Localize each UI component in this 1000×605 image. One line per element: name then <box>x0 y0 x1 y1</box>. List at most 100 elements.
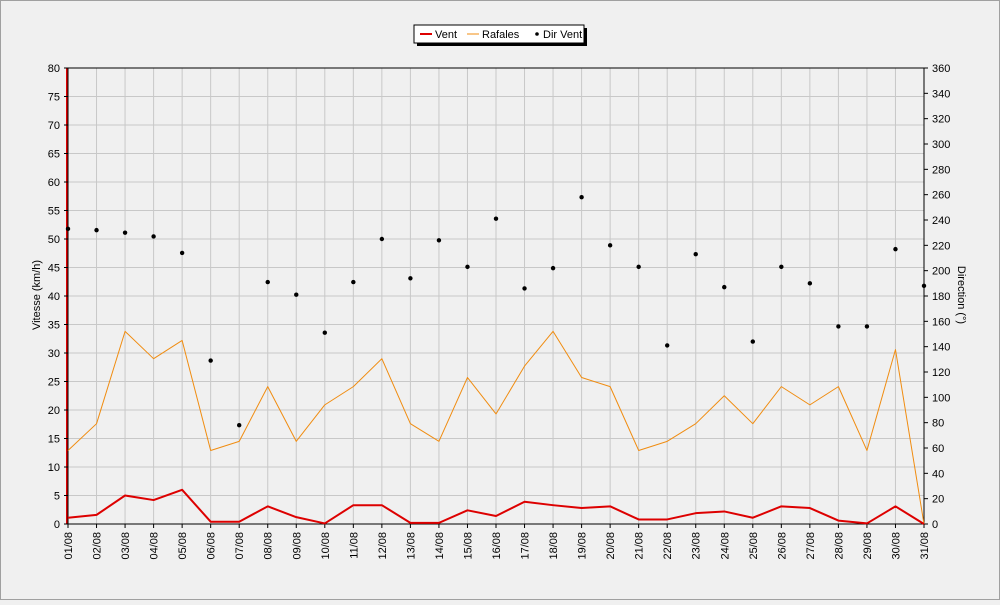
legend-label-dir-vent: Dir Vent <box>543 29 582 41</box>
point-dir-vent <box>265 279 270 285</box>
x-tick-label: 21/08 <box>634 532 646 560</box>
y2-axis-label: Direction (°) <box>955 266 967 324</box>
x-tick-label: 11/08 <box>348 532 360 559</box>
point-dir-vent <box>322 330 327 335</box>
x-tick-label: 08/08 <box>263 532 275 560</box>
x-tick-label: 27/08 <box>805 532 817 560</box>
right-tick-label: 120 <box>932 367 950 379</box>
x-tick-label: 15/08 <box>462 532 474 560</box>
point-dir-vent <box>607 243 613 248</box>
left-tick-label: 5 <box>54 491 60 503</box>
x-tick-label: 06/08 <box>206 532 218 560</box>
point-dir-vent <box>522 286 527 291</box>
x-tick-label: 02/08 <box>92 532 104 560</box>
left-tick-label: 0 <box>54 519 60 531</box>
left-tick-label: 35 <box>48 320 60 332</box>
point-dir-vent <box>151 234 156 239</box>
right-tick-label: 220 <box>932 240 950 252</box>
legend: Vent Rafales Dir Vent <box>413 24 587 46</box>
point-dir-vent <box>921 283 927 289</box>
right-tick-label: 240 <box>932 215 950 227</box>
left-tick-label: 60 <box>48 177 60 189</box>
series-line-rafales <box>67 330 925 525</box>
left-tick-label: 10 <box>48 462 60 474</box>
right-axis-ticks: 0 20 40 60 80 100 120 140 160 180 200 220 240 260 280 3… <box>924 63 950 531</box>
x-tick-label: 04/08 <box>149 532 161 560</box>
x-tick-label: 23/08 <box>691 532 703 560</box>
left-tick-label: 15 <box>48 434 60 446</box>
legend-swatch-dir-vent <box>535 32 539 36</box>
x-tick-label: 31/08 <box>919 532 931 560</box>
right-tick-label: 360 <box>932 63 950 75</box>
x-tick-label: 16/08 <box>491 532 503 560</box>
right-tick-label: 160 <box>932 316 950 328</box>
right-tick-label: 180 <box>932 291 950 303</box>
left-tick-label: 40 <box>48 291 60 303</box>
series-layer <box>65 195 927 525</box>
right-tick-label: 0 <box>932 519 938 531</box>
x-tick-label: 10/08 <box>320 532 332 560</box>
x-tick-label: 07/08 <box>234 532 246 560</box>
left-tick-label: 75 <box>48 92 60 104</box>
left-tick-label: 45 <box>48 263 60 275</box>
point-dir-vent <box>94 227 99 233</box>
right-tick-label: 140 <box>932 342 950 354</box>
right-tick-label: 80 <box>932 418 944 430</box>
point-dir-vent <box>208 358 213 363</box>
left-tick-label: 30 <box>48 348 60 360</box>
x-tick-label: 01/08 <box>63 532 75 560</box>
point-dir-vent <box>893 246 898 252</box>
x-tick-label: 18/08 <box>548 532 560 560</box>
legend-box <box>413 24 585 44</box>
point-dir-vent <box>750 339 755 344</box>
right-tick-label: 320 <box>932 114 950 126</box>
left-tick-label: 80 <box>48 63 60 75</box>
x-tick-label: 13/08 <box>405 532 417 560</box>
point-dir-vent <box>65 226 71 232</box>
left-tick-label: 50 <box>48 234 60 246</box>
point-dir-vent <box>122 230 128 235</box>
point-dir-vent <box>836 324 841 329</box>
x-tick-label: 12/08 <box>377 532 389 560</box>
series-line-vent <box>67 488 925 525</box>
x-tick-label: 09/08 <box>291 532 303 560</box>
point-dir-vent <box>864 324 870 329</box>
point-dir-vent <box>465 264 470 270</box>
point-dir-vent <box>351 279 356 285</box>
x-tick-label: 29/08 <box>862 532 874 560</box>
left-tick-label: 65 <box>48 149 60 161</box>
x-tick-label: 03/08 <box>120 532 132 560</box>
right-tick-label: 200 <box>932 266 950 278</box>
left-axis-ticks: 0 5 10 15 20 25 30 35 40 45 50 55 60 65 70 75 80 <box>48 63 68 531</box>
x-tick-label: 17/08 <box>520 532 532 560</box>
x-tick-label: 24/08 <box>719 532 731 560</box>
point-dir-vent <box>179 250 185 256</box>
point-dir-vent <box>237 423 242 428</box>
right-tick-label: 100 <box>932 392 950 404</box>
left-tick-label: 25 <box>48 377 60 389</box>
x-tick-label: 22/08 <box>662 532 674 560</box>
legend-label-vent: Vent <box>435 29 457 41</box>
point-dir-vent <box>379 236 385 242</box>
point-dir-vent <box>779 264 784 270</box>
y-axis-label: Vitesse (km/h) <box>31 260 43 330</box>
point-dir-vent <box>665 343 670 348</box>
x-tick-label: 20/08 <box>605 532 617 560</box>
x-tick-label: 28/08 <box>833 532 845 560</box>
x-tick-label: 25/08 <box>748 532 760 560</box>
x-tick-label: 19/08 <box>577 532 589 560</box>
x-tick-label: 26/08 <box>776 532 788 560</box>
right-tick-label: 40 <box>932 468 944 480</box>
left-tick-label: 55 <box>48 206 60 218</box>
left-tick-label: 70 <box>48 120 60 132</box>
point-dir-vent <box>408 276 413 281</box>
right-tick-label: 60 <box>932 443 944 455</box>
point-dir-vent <box>579 195 584 200</box>
point-dir-vent <box>436 238 442 243</box>
right-tick-label: 300 <box>932 139 950 151</box>
grid <box>66 67 925 525</box>
right-tick-label: 280 <box>932 164 950 176</box>
left-tick-label: 20 <box>48 405 60 417</box>
